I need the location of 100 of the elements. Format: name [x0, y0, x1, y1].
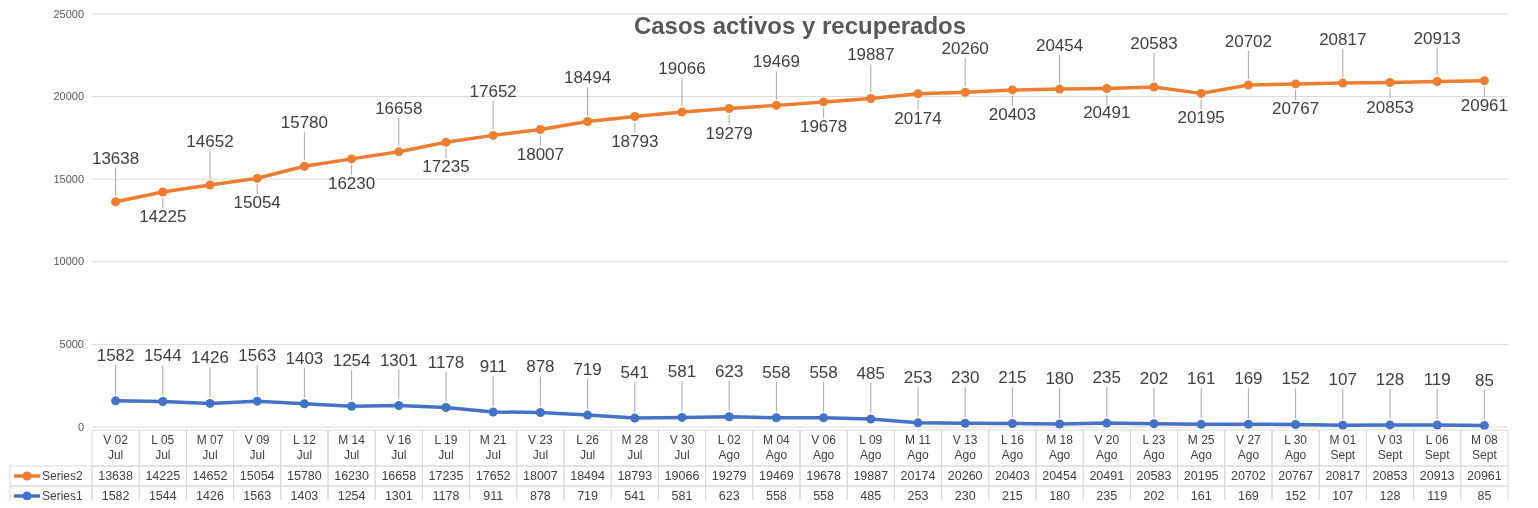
- point: [1196, 88, 1206, 98]
- chart-title: Casos activos y recuperados: [633, 12, 967, 39]
- data-label: 161: [1187, 369, 1216, 389]
- text: 20583: [1136, 469, 1172, 484]
- text: 558: [765, 489, 787, 504]
- point: [1291, 79, 1301, 89]
- x-tick-label: V 27 Ago: [1236, 433, 1262, 462]
- data-label: 18793: [611, 131, 659, 151]
- data-label: 1544: [143, 346, 182, 366]
- text: 18793: [617, 469, 653, 484]
- x-tick-label: M 14 Jul: [338, 433, 366, 462]
- data-label: 15054: [233, 193, 281, 213]
- point: [1007, 85, 1017, 95]
- text: 230: [954, 489, 976, 504]
- data-label: 1582: [96, 345, 135, 365]
- text: 1301: [384, 489, 413, 504]
- text: 18007: [523, 469, 558, 484]
- text: 215: [1001, 489, 1023, 504]
- text: 19279: [711, 469, 747, 484]
- point: [488, 407, 498, 417]
- x-tick-label: L 05 Jul: [151, 433, 175, 462]
- point: [347, 154, 357, 164]
- y-tick-label: 5000: [59, 337, 84, 350]
- text: 623: [718, 489, 740, 504]
- point: [252, 173, 262, 183]
- text: 1403: [290, 489, 319, 504]
- point: [205, 398, 215, 408]
- data-label: 17235: [422, 157, 470, 177]
- data-label: 202: [1139, 368, 1169, 388]
- data-label: 20583: [1130, 33, 1178, 53]
- point: [1243, 419, 1253, 429]
- point: [960, 418, 970, 428]
- data-label: 20961: [1460, 95, 1509, 115]
- text: 16230: [334, 469, 370, 484]
- text: 1582: [101, 489, 130, 504]
- data-label: 19469: [752, 52, 801, 72]
- point: [913, 89, 923, 99]
- point: [158, 396, 168, 406]
- point: [394, 147, 404, 157]
- y-tick-label: 0: [77, 420, 84, 433]
- y-tick-label: 15000: [53, 172, 84, 185]
- text: 17652: [475, 469, 511, 484]
- text: 16658: [381, 469, 417, 484]
- data-label: 180: [1045, 369, 1074, 389]
- point: [347, 401, 357, 411]
- text: 253: [907, 489, 929, 504]
- point: [866, 93, 876, 103]
- data-label: 558: [762, 362, 791, 382]
- x-tick-label: M 07 Jul: [196, 433, 224, 462]
- point: [630, 112, 640, 122]
- point: [1479, 421, 1489, 431]
- data-label: 20767: [1271, 98, 1320, 118]
- point: [1432, 77, 1442, 87]
- data-label: 558: [809, 362, 838, 382]
- point: [677, 107, 687, 117]
- x-tick-label: V 13 Ago: [952, 433, 978, 462]
- x-tick-label: M 11 Ago: [905, 433, 932, 462]
- data-label: 19066: [658, 59, 706, 79]
- text: 581: [671, 489, 693, 504]
- x-tick-label: V 16 Jul: [386, 433, 412, 462]
- text: 1426: [196, 489, 224, 504]
- data-label: 18007: [516, 144, 565, 164]
- point: [1149, 419, 1159, 429]
- point: [771, 413, 781, 423]
- x-tick-label: L 06 Sept: [1424, 433, 1451, 462]
- text: 20195: [1183, 469, 1219, 484]
- text: 20174: [900, 469, 936, 484]
- x-tick-label: M 25 Ago: [1187, 433, 1215, 462]
- data-label: 14652: [186, 131, 234, 151]
- text: 19887: [853, 469, 889, 484]
- point: [913, 418, 923, 428]
- point: [441, 403, 451, 413]
- point: [1432, 420, 1442, 430]
- text: 558: [813, 489, 835, 504]
- text: 14225: [145, 469, 181, 484]
- text: 20702: [1231, 469, 1266, 484]
- text: 128: [1379, 489, 1401, 504]
- data-label: 230: [951, 368, 980, 388]
- point: [1338, 420, 1348, 430]
- point: [960, 87, 970, 97]
- x-tick-label: M 08 Sept: [1471, 433, 1499, 462]
- text: 152: [1285, 489, 1307, 504]
- x-tick-label: L 16 Ago: [1000, 433, 1025, 462]
- point: [111, 197, 121, 207]
- data-label: 13638: [91, 148, 140, 168]
- text: 878: [529, 489, 551, 504]
- x-tick-label: M 18 Ago: [1046, 433, 1074, 462]
- text: 19066: [664, 469, 700, 484]
- point: [535, 125, 545, 135]
- point: [819, 97, 829, 107]
- data-label: 1563: [238, 346, 277, 366]
- point: [1291, 419, 1301, 429]
- data-label: 253: [903, 367, 933, 387]
- point: [1102, 83, 1112, 93]
- text: 20454: [1042, 469, 1078, 484]
- data-label: 15780: [280, 113, 329, 133]
- point: [583, 116, 593, 126]
- data-label: 20195: [1177, 108, 1225, 128]
- data-label: 16658: [375, 98, 423, 118]
- text: 20767: [1278, 469, 1314, 484]
